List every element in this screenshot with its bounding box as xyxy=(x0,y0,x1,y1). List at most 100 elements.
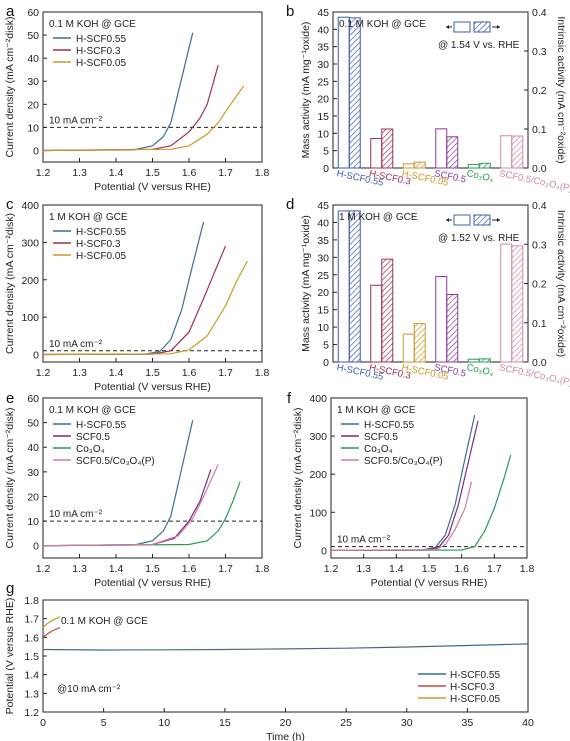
legend-label: Co₃O₄ xyxy=(76,444,105,455)
x-tick-label: 1.7 xyxy=(218,167,233,179)
x-tick-label: 35 xyxy=(462,717,474,729)
x-axis-title: Potential (V versus RHE) xyxy=(94,381,211,393)
y-tick-label: 60 xyxy=(27,7,39,19)
y-tick-label: 1.5 xyxy=(24,651,39,663)
y-right-tick-label: 0.2 xyxy=(532,279,547,291)
y-left-tick-label: 35 xyxy=(317,235,329,247)
mass-activity-bar xyxy=(402,163,415,169)
y-axis-title: Potential (V versus RHE) xyxy=(4,598,16,715)
y-right-tick-label: 0.4 xyxy=(532,200,547,212)
y-right-tick-label: 0.1 xyxy=(532,318,547,330)
reference-label: 10 mA cm⁻² xyxy=(49,339,103,350)
y-right-axis-title: Intrinsic activity (mA cm⁻²oxide) xyxy=(555,210,567,357)
x-axis-title: Potential (V versus RHE) xyxy=(94,181,211,193)
mass-activity-bar xyxy=(370,284,383,363)
x-axis-title: Potential (V versus RHE) xyxy=(371,577,488,589)
y-axis-title: Current density (mA cm⁻²disk) xyxy=(4,17,16,158)
y-tick-label: 300 xyxy=(309,431,327,443)
y-tick-label: 200 xyxy=(309,469,327,481)
plot-frame xyxy=(332,204,529,363)
legend-swatch-intrinsic xyxy=(473,21,491,33)
y-right-axis-title: Intrinsic activity (mA cm⁻²oxide) xyxy=(555,16,567,163)
y-tick-label: 100 xyxy=(21,312,39,324)
y-tick-label: 20 xyxy=(27,491,39,503)
x-tick-label: 10 xyxy=(158,717,170,729)
y-axis-title: Current density (mA cm⁻²disk) xyxy=(292,408,304,549)
series-line xyxy=(330,481,473,551)
y-left-tick-label: 40 xyxy=(317,24,329,36)
y-right-tick-label: 0.1 xyxy=(532,124,547,136)
series-line xyxy=(42,616,61,628)
panel-g: g 0 5 10 15 20 25 30 35 40 1.2 1.3 1.4 1.5 1.6 1.7 1.8 Ti… xyxy=(4,580,534,741)
y-tick-label: 300 xyxy=(21,237,39,249)
y-left-tick-label: 0 xyxy=(323,357,329,369)
annotation-current: @10 mA cm⁻² xyxy=(57,684,121,695)
annotation-electrolyte: 1 M KOH @ GCE xyxy=(339,212,418,223)
legend-label: H-SCF0.3 xyxy=(450,682,495,693)
intrinsic-activity-bar xyxy=(348,17,361,169)
legend-label: SCF0.5 xyxy=(364,432,398,443)
y-left-tick-label: 10 xyxy=(317,322,329,334)
panel-letter: a xyxy=(6,3,15,20)
intrinsic-activity-bar xyxy=(511,135,524,169)
y-left-tick-label: 30 xyxy=(317,252,329,264)
category-label: Co₃O₄ xyxy=(466,362,495,378)
legend-arrowhead-right xyxy=(497,25,500,29)
series-line xyxy=(42,469,212,547)
y-tick-label: 50 xyxy=(27,30,39,42)
panel-letter: d xyxy=(286,196,294,213)
y-right-tick-label: 0.0 xyxy=(532,163,547,175)
y-right-tick-label: 0.4 xyxy=(532,7,547,19)
legend-label: H-SCF0.05 xyxy=(76,58,126,69)
annotation-electrolyte: 0.1 M KOH @ GCE xyxy=(61,616,148,627)
panel-a: a 1.2 1.3 1.4 1.5 1.6 1.7 1.8 0 10 20 30 40 50 60 Poten… xyxy=(4,3,269,193)
x-tick-label: 1.4 xyxy=(109,367,124,379)
y-tick-label: 40 xyxy=(27,53,39,65)
panel-f: f 1.2 1.3 1.4 1.5 1.6 1.7 1.8 0 100 200 300 400 Poten… xyxy=(287,390,534,589)
y-tick-label: 1.3 xyxy=(24,688,39,700)
y-left-axis-title: Mass activity (mA mg⁻¹oxide) xyxy=(300,215,312,352)
y-tick-label: 0 xyxy=(33,145,39,157)
mass-activity-bar xyxy=(337,16,350,169)
x-tick-label: 1.4 xyxy=(389,563,404,575)
panel-d: d 0 5 10 15 20 25 30 35 40 45 0.0 0.1 0.2 0.3 0.4 Mass a… xyxy=(286,196,570,388)
y-axis-title: Current density (mA cm⁻²disk) xyxy=(4,213,16,354)
reference-label: 10 mA cm⁻² xyxy=(337,535,391,546)
x-tick-label: 1.6 xyxy=(182,563,197,575)
y-tick-label: 1.2 xyxy=(24,707,39,719)
intrinsic-activity-bar xyxy=(446,293,459,363)
y-right-tick-label: 0.3 xyxy=(532,46,547,58)
series-line xyxy=(42,464,219,547)
mass-activity-bar xyxy=(435,128,448,169)
mass-activity-bar xyxy=(402,333,415,363)
series-line xyxy=(42,260,248,356)
x-tick-label: 1.7 xyxy=(487,563,502,575)
plot-frame xyxy=(332,11,529,169)
mass-activity-bar xyxy=(500,135,513,169)
y-left-tick-label: 25 xyxy=(317,270,329,282)
legend-label: H-SCF0.05 xyxy=(450,694,500,705)
legend-swatch-intrinsic xyxy=(473,214,491,226)
legend-label: H-SCF0.55 xyxy=(76,227,126,238)
legend-label: H-SCF0.55 xyxy=(364,420,414,431)
legend-label: H-SCF0.55 xyxy=(450,670,500,681)
x-tick-label: 1.3 xyxy=(72,367,87,379)
x-tick-label: 1.5 xyxy=(145,167,160,179)
y-tick-label: 0 xyxy=(33,541,39,553)
x-tick-label: 1.6 xyxy=(182,167,197,179)
y-left-tick-label: 25 xyxy=(317,76,329,88)
legend-label: H-SCF0.3 xyxy=(76,239,121,250)
mass-activity-bar xyxy=(337,210,350,363)
y-tick-label: 60 xyxy=(27,393,39,405)
y-tick-label: 20 xyxy=(27,99,39,111)
y-tick-label: 30 xyxy=(27,76,39,88)
intrinsic-activity-bar xyxy=(413,323,426,363)
y-left-tick-label: 45 xyxy=(317,7,329,19)
legend-swatch-mass xyxy=(453,214,471,226)
x-tick-label: 1.5 xyxy=(145,367,160,379)
y-left-tick-label: 15 xyxy=(317,111,329,123)
y-right-tick-label: 0.0 xyxy=(532,357,547,369)
x-tick-label: 1.5 xyxy=(145,563,160,575)
x-tick-label: 1.2 xyxy=(36,167,51,179)
y-tick-label: 1.7 xyxy=(24,614,39,626)
